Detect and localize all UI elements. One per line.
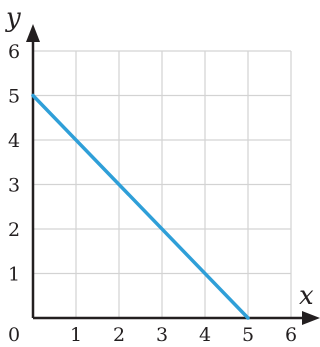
axes — [26, 24, 320, 325]
x-tick-label: 2 — [113, 324, 125, 346]
x-tick-label: 5 — [242, 324, 254, 346]
y-axis-label: y — [5, 3, 21, 33]
tick-labels: 0 1 2 3 4 5 6 1 2 3 4 5 6 — [8, 41, 297, 346]
x-axis-arrow — [302, 311, 320, 325]
series-line — [31, 93, 250, 320]
x-axis-label: x — [299, 281, 314, 311]
y-tick-label: 1 — [8, 264, 20, 286]
series-layer — [31, 93, 250, 320]
x-tick-label: 4 — [199, 324, 211, 346]
x-tick-label: 1 — [70, 324, 82, 346]
y-tick-label: 5 — [8, 86, 20, 108]
x-tick-label: 3 — [156, 324, 168, 346]
y-tick-label: 2 — [8, 219, 20, 241]
grid — [33, 50, 292, 318]
x-tick-label: 0 — [8, 324, 20, 346]
y-tick-label: 3 — [8, 175, 20, 197]
y-axis-arrow — [26, 24, 40, 42]
y-tick-label: 6 — [8, 41, 20, 63]
x-tick-label: 6 — [285, 324, 297, 346]
y-tick-label: 4 — [8, 130, 20, 152]
